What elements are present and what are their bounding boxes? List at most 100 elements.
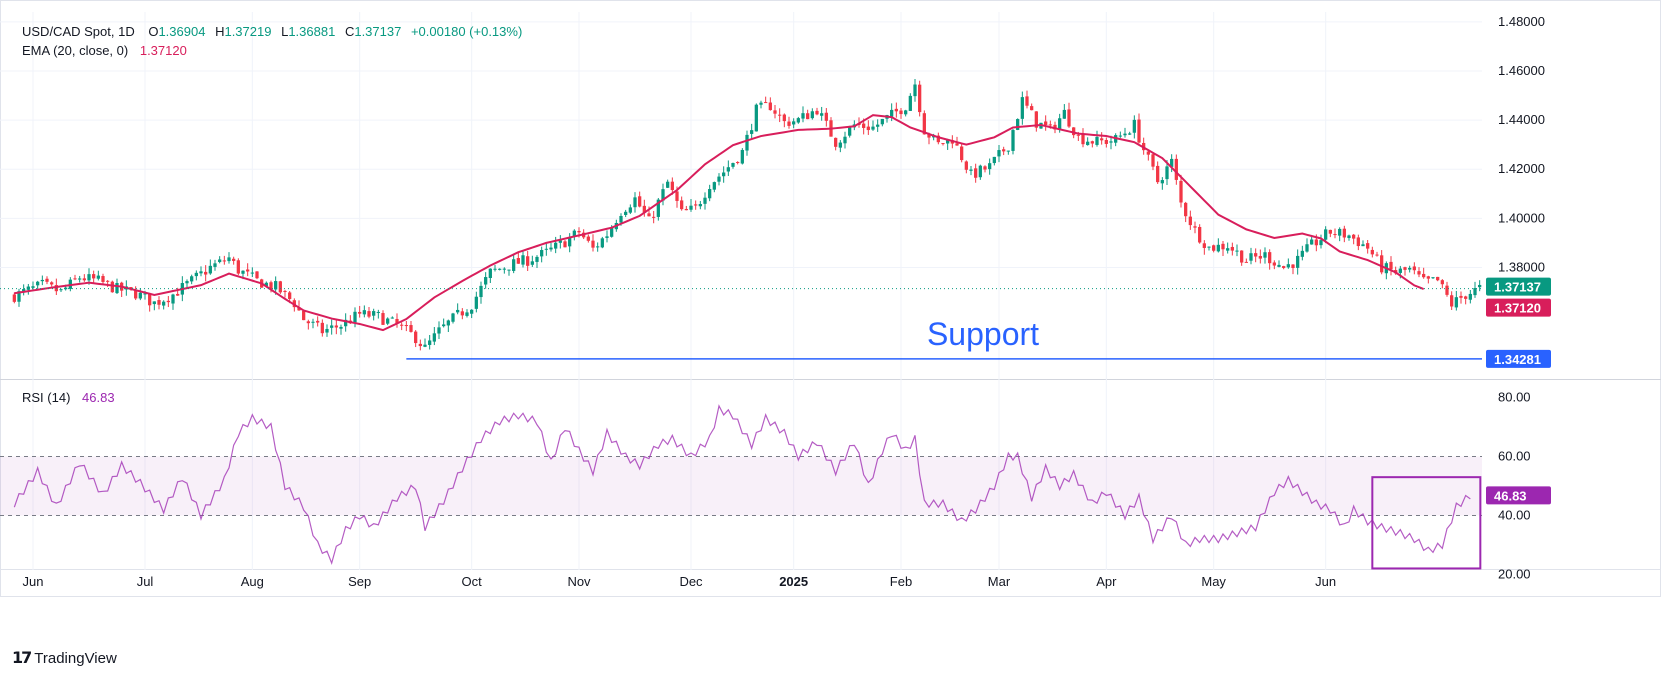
candle-body bbox=[1422, 273, 1426, 278]
candle-body bbox=[605, 236, 609, 238]
change-value: +0.00180 (+0.13%) bbox=[410, 24, 523, 39]
candle-body bbox=[563, 241, 567, 248]
candle-body bbox=[344, 319, 348, 327]
open-value: 1.36904 bbox=[158, 24, 206, 39]
candle-body bbox=[1324, 229, 1328, 240]
candle-body bbox=[1366, 243, 1370, 249]
candle-body bbox=[59, 289, 63, 291]
candle-body bbox=[526, 256, 530, 266]
candle-body bbox=[740, 149, 744, 164]
candle-body bbox=[983, 166, 987, 170]
candle-body bbox=[138, 292, 142, 299]
x-tick-label: Jun bbox=[1315, 574, 1336, 589]
candle-body bbox=[484, 277, 488, 285]
candle-body bbox=[1240, 250, 1244, 263]
candle-body bbox=[1216, 244, 1220, 252]
candle-body bbox=[213, 263, 217, 267]
candle-body bbox=[367, 311, 371, 317]
candle-body bbox=[1118, 135, 1122, 137]
x-tick-label: Sep bbox=[348, 574, 371, 589]
candle-body bbox=[1170, 158, 1174, 167]
candle-body bbox=[162, 301, 166, 306]
candle-body bbox=[675, 191, 679, 201]
candle-body bbox=[171, 294, 175, 304]
rsi-layer bbox=[13, 404, 1471, 566]
candle-body bbox=[759, 102, 763, 105]
candle-body bbox=[1338, 228, 1342, 236]
candle-body bbox=[250, 272, 254, 274]
rsi-value-badge bbox=[1486, 486, 1551, 505]
candle-body bbox=[591, 240, 595, 248]
candle-body bbox=[1328, 229, 1332, 234]
candle-body bbox=[516, 258, 520, 264]
candle-body bbox=[1370, 249, 1374, 255]
candle-body bbox=[1305, 244, 1309, 252]
candle-body bbox=[778, 114, 782, 116]
candle-body bbox=[31, 286, 35, 288]
candle-body bbox=[969, 169, 973, 171]
candle-body bbox=[339, 326, 343, 329]
candle-body bbox=[1375, 254, 1379, 256]
candle-body bbox=[810, 111, 814, 119]
candle-body bbox=[297, 307, 301, 311]
candle-body bbox=[1016, 119, 1020, 130]
candle-body bbox=[1403, 267, 1407, 270]
candle-body bbox=[264, 282, 268, 287]
candle-body bbox=[904, 110, 908, 115]
candle-body bbox=[871, 126, 875, 130]
candle-body bbox=[1333, 234, 1337, 236]
grid-layer bbox=[0, 0, 1661, 597]
candle-body bbox=[544, 248, 548, 250]
candle-body bbox=[474, 296, 478, 309]
candle-body bbox=[549, 247, 553, 250]
candle-body bbox=[792, 121, 796, 125]
candle-body bbox=[488, 268, 492, 279]
candle-body bbox=[1123, 133, 1127, 136]
candle-body bbox=[1450, 295, 1454, 307]
candle-body bbox=[1380, 255, 1384, 273]
candle-body bbox=[1310, 239, 1314, 245]
candle-body bbox=[927, 133, 931, 138]
tradingview-brand[interactable]: 𝟭𝟳 TradingView bbox=[12, 648, 117, 668]
candle-body bbox=[913, 84, 917, 97]
candle-body bbox=[442, 324, 446, 327]
candle-body bbox=[1128, 133, 1132, 135]
symbol-title[interactable]: USD/CAD Spot, 1D bbox=[22, 24, 135, 39]
candle-body bbox=[1156, 165, 1160, 183]
candle-body bbox=[661, 189, 665, 201]
candle-body bbox=[1184, 202, 1188, 217]
candle-body bbox=[750, 130, 754, 134]
x-tick-label: Aug bbox=[241, 574, 264, 589]
candle-body bbox=[288, 292, 292, 299]
candle-body bbox=[73, 278, 77, 280]
candle-body bbox=[1244, 261, 1248, 263]
high-label: H bbox=[215, 24, 225, 39]
ema-label[interactable]: EMA (20, close, 0) bbox=[22, 43, 129, 58]
candle-body bbox=[1282, 266, 1286, 268]
candle-body bbox=[92, 274, 96, 279]
candle-body bbox=[12, 294, 16, 302]
support-price-badge bbox=[1486, 349, 1551, 368]
candle-body bbox=[1109, 141, 1113, 143]
candle-body bbox=[362, 310, 366, 315]
candle-body bbox=[988, 163, 992, 170]
candle-body bbox=[1202, 243, 1206, 248]
candle-body bbox=[1006, 150, 1010, 152]
candle-body bbox=[764, 102, 768, 104]
candle-body bbox=[320, 322, 324, 334]
candle-body bbox=[1258, 255, 1262, 259]
candle-body bbox=[656, 199, 660, 217]
candle-body bbox=[1277, 264, 1281, 267]
main-y-tick-label: 1.44000 bbox=[1498, 112, 1545, 127]
ema-value-badge-text: 1.37120 bbox=[1494, 301, 1541, 316]
symbol-header: USD/CAD Spot, 1D O1.36904 H1.37219 L1.36… bbox=[22, 24, 522, 39]
candle-body bbox=[628, 207, 632, 213]
candle-body bbox=[624, 211, 628, 215]
rsi-label[interactable]: RSI (14) bbox=[22, 390, 71, 405]
candle-body bbox=[414, 331, 418, 344]
candle-body bbox=[1319, 240, 1323, 246]
candle-body bbox=[404, 325, 408, 327]
candle-body bbox=[78, 278, 82, 280]
candle-body bbox=[801, 113, 805, 119]
